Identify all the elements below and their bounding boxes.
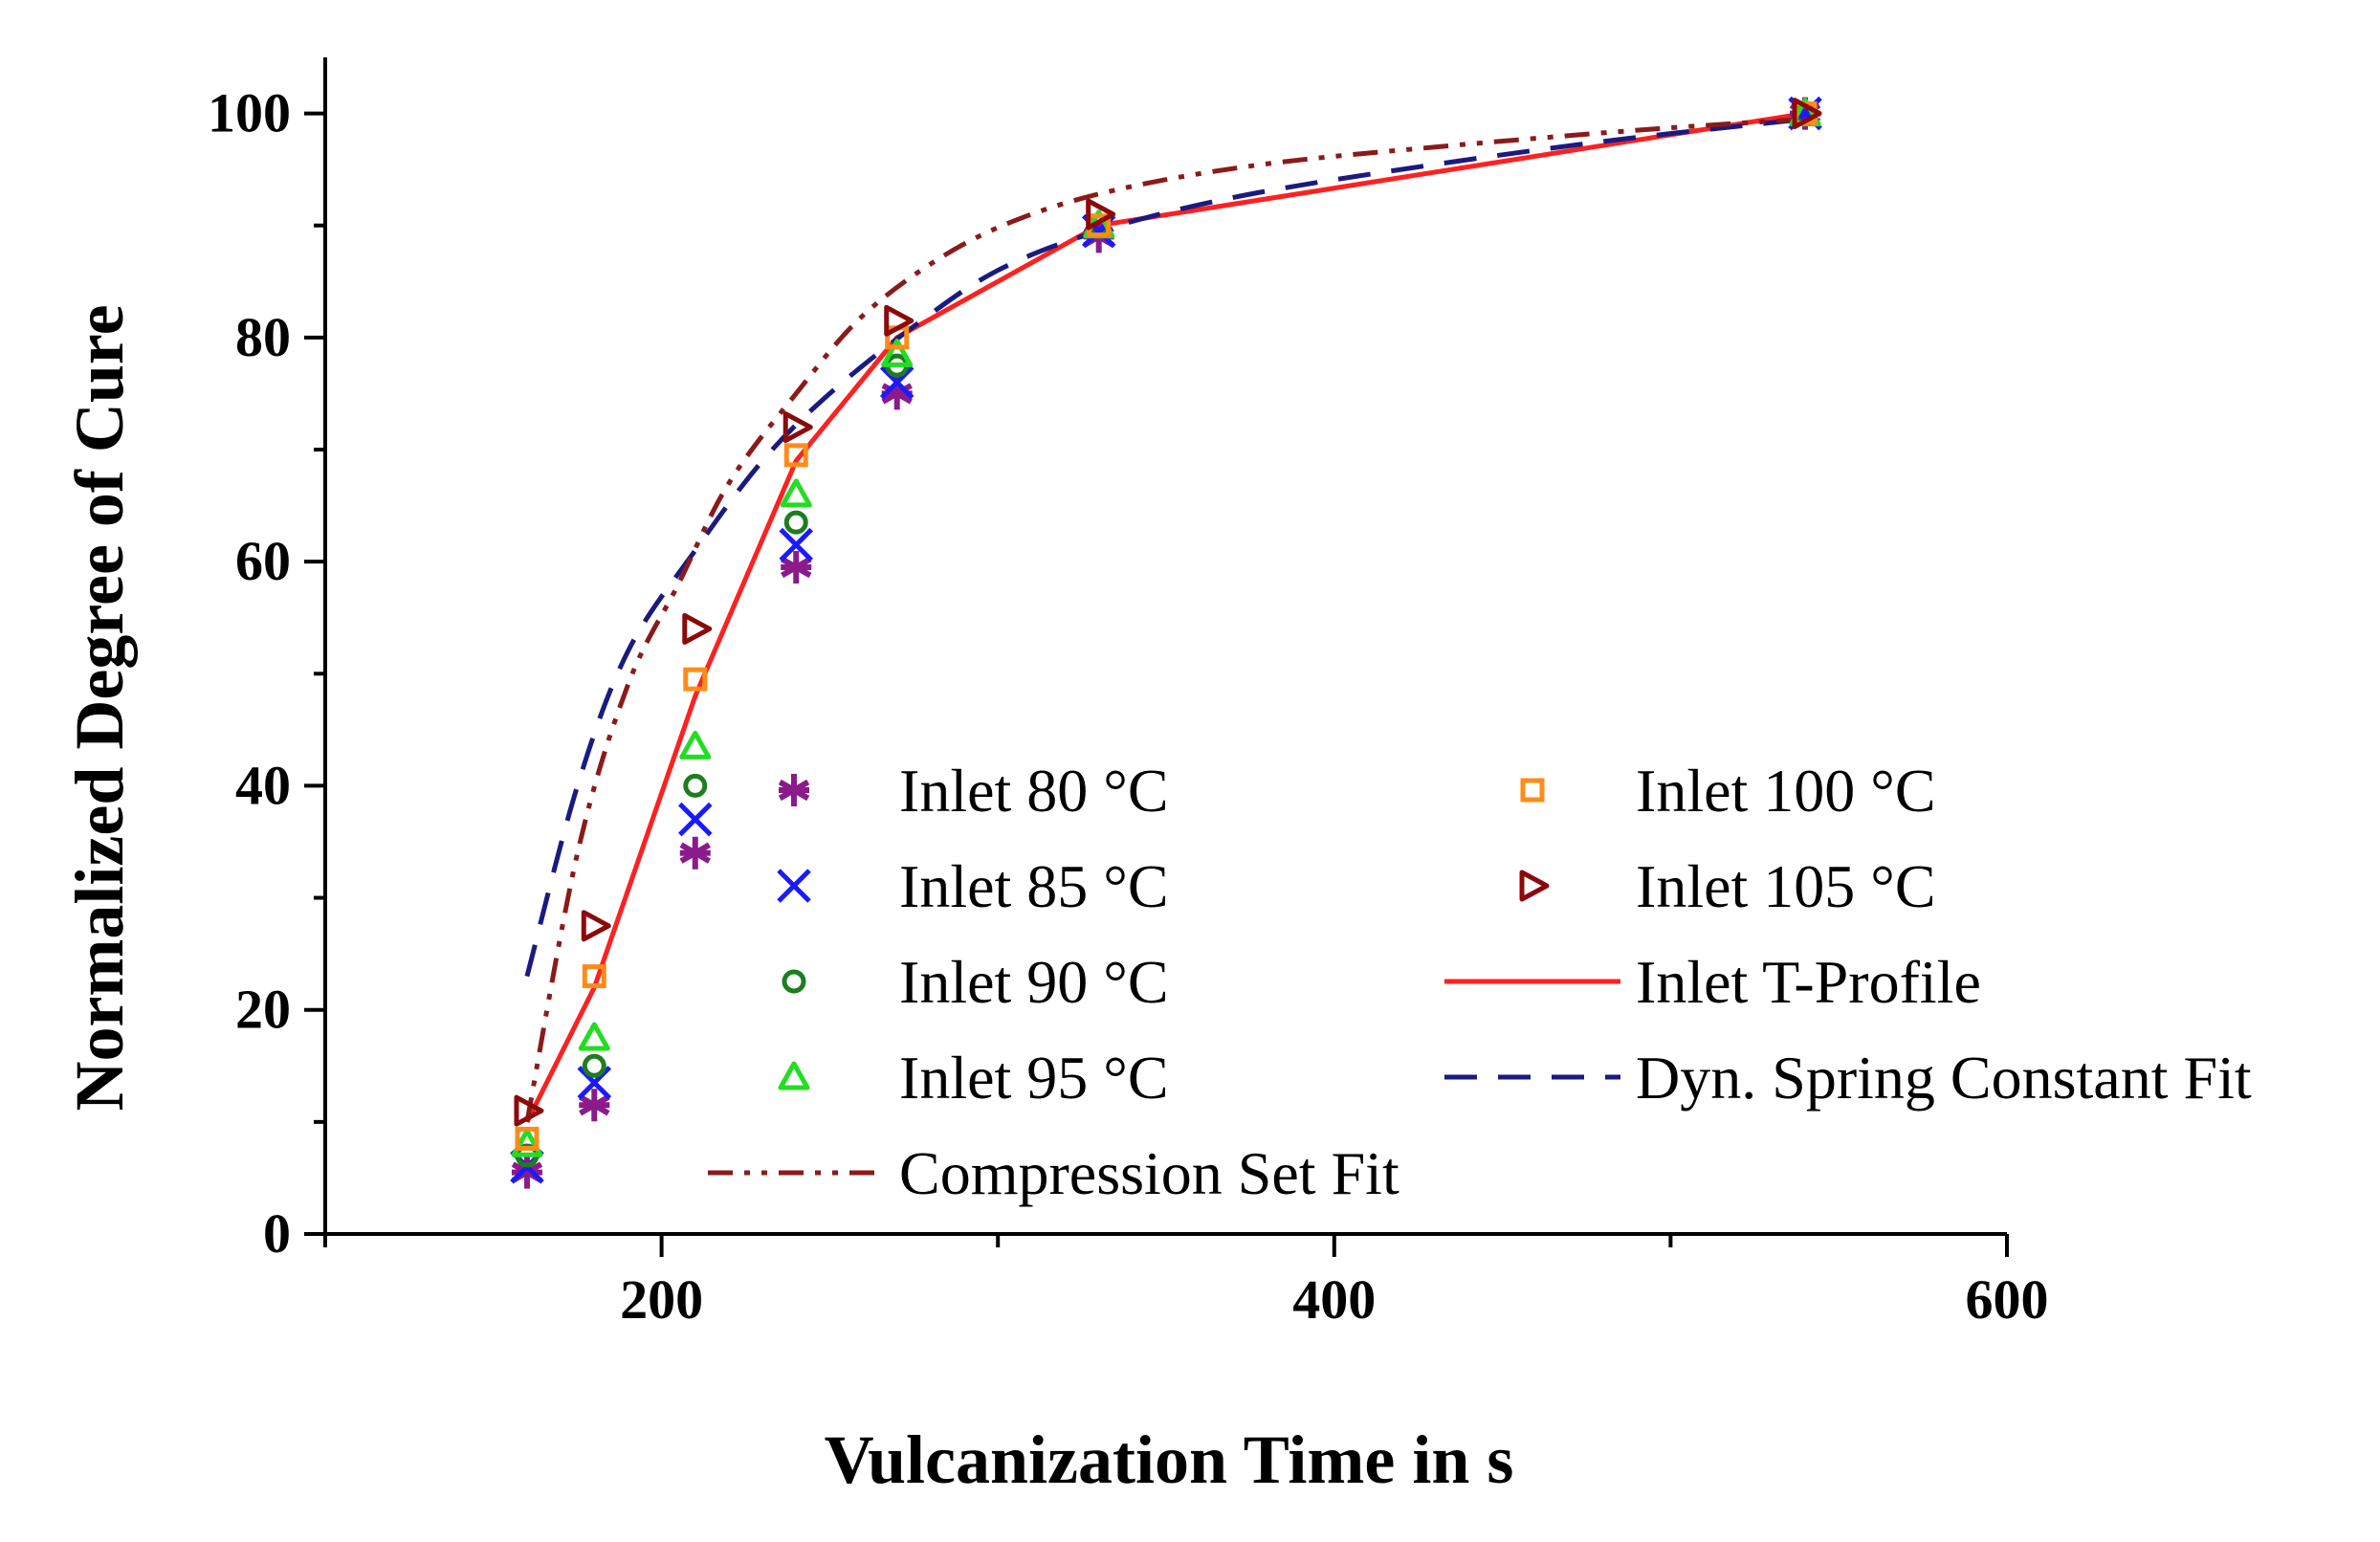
triangle-shape bbox=[780, 478, 812, 508]
x-stroke bbox=[577, 1066, 612, 1100]
y-axis-title: Normalized Degree of Cure bbox=[61, 304, 138, 1111]
legend-label: Compression Set Fit bbox=[899, 1139, 1399, 1207]
x-axis-title: Vulcanization Time in s bbox=[825, 1421, 1514, 1498]
triangle-right-shape bbox=[682, 612, 713, 645]
circle-shape bbox=[782, 969, 806, 994]
data-point bbox=[677, 802, 713, 837]
y-tick-label: 100 bbox=[208, 82, 291, 144]
data-point bbox=[884, 304, 915, 337]
x-tick-label: 400 bbox=[1292, 1268, 1376, 1331]
x-stroke bbox=[677, 802, 713, 837]
legend-label: Inlet 85 °C bbox=[899, 852, 1169, 920]
data-point bbox=[781, 551, 812, 584]
data-point bbox=[578, 1022, 610, 1051]
data-point bbox=[582, 1053, 606, 1078]
y-tick-label: 40 bbox=[235, 754, 291, 816]
legend-label: Dyn. Spring Constant Fit bbox=[1636, 1044, 2252, 1112]
data-point bbox=[581, 910, 611, 942]
x-stroke bbox=[879, 364, 915, 400]
data-point bbox=[582, 964, 606, 989]
square-shape bbox=[582, 964, 606, 989]
legend-label: Inlet T-Profile bbox=[1636, 948, 1981, 1016]
circle-shape bbox=[683, 773, 708, 798]
triangle-shape bbox=[778, 1061, 810, 1090]
data-point bbox=[511, 1156, 543, 1189]
data-point bbox=[683, 667, 708, 692]
data-point bbox=[879, 364, 915, 400]
x-stroke bbox=[777, 869, 811, 903]
square-shape bbox=[683, 667, 708, 692]
legend-label: Inlet 100 °C bbox=[1636, 757, 1936, 825]
data-point bbox=[682, 612, 713, 645]
triangle-right-shape bbox=[782, 411, 813, 444]
triangle-right-shape bbox=[1792, 98, 1822, 130]
line-compression-set-fit bbox=[524, 116, 1806, 1123]
data-point bbox=[515, 1126, 540, 1151]
legend-symbol bbox=[782, 969, 806, 994]
data-point bbox=[1792, 98, 1822, 130]
y-tick-label: 0 bbox=[263, 1202, 291, 1265]
legend-symbol bbox=[778, 774, 810, 806]
legend-label: Inlet 80 °C bbox=[899, 757, 1169, 825]
axes: 0 20 40 60 80 100 200 400 600 bbox=[208, 57, 2049, 1331]
data-point bbox=[679, 836, 711, 870]
data-point bbox=[514, 1094, 544, 1127]
triangle-shape bbox=[511, 1128, 543, 1157]
x-tick-label: 200 bbox=[620, 1268, 703, 1331]
legend-symbol bbox=[1519, 870, 1550, 902]
data-point bbox=[779, 527, 814, 562]
triangle-right-shape bbox=[514, 1094, 544, 1127]
square-shape bbox=[783, 443, 808, 468]
triangle-right-shape bbox=[581, 910, 611, 942]
x-tick-label: 600 bbox=[1966, 1268, 2049, 1331]
data-point bbox=[783, 443, 808, 468]
data-point bbox=[679, 730, 712, 760]
legend-symbol bbox=[778, 1061, 810, 1090]
circle-shape bbox=[582, 1053, 606, 1078]
data-point bbox=[579, 1089, 610, 1122]
legend-label: Inlet 105 °C bbox=[1636, 852, 1936, 920]
triangle-right-shape bbox=[884, 304, 915, 337]
data-point bbox=[683, 773, 708, 798]
data-markers bbox=[510, 96, 1822, 1189]
triangle-right-shape bbox=[1519, 870, 1550, 902]
y-tick-label: 20 bbox=[235, 979, 291, 1041]
data-point bbox=[780, 478, 812, 508]
circle-shape bbox=[783, 510, 808, 535]
line-dyn-spring-constant-fit bbox=[524, 116, 1806, 978]
x-stroke bbox=[779, 527, 814, 562]
data-point bbox=[577, 1066, 612, 1100]
legend-symbol bbox=[1520, 778, 1545, 803]
data-point bbox=[782, 411, 813, 444]
data-point bbox=[783, 510, 808, 535]
y-tick-label: 80 bbox=[235, 306, 291, 368]
data-point bbox=[1086, 198, 1116, 231]
legend-symbol bbox=[777, 869, 811, 903]
legend-label: Inlet 95 °C bbox=[899, 1044, 1169, 1112]
legend: Inlet 80 °C Inlet 85 °C Inlet 90 °C Inlet 9… bbox=[708, 757, 2252, 1207]
data-point bbox=[511, 1128, 543, 1157]
triangle-right-shape bbox=[1086, 198, 1116, 231]
y-tick-label: 60 bbox=[235, 530, 291, 592]
triangle-shape bbox=[679, 730, 712, 760]
legend-label: Inlet 90 °C bbox=[899, 948, 1169, 1016]
data-point bbox=[881, 338, 914, 367]
triangle-shape bbox=[881, 338, 914, 367]
square-shape bbox=[515, 1126, 540, 1151]
triangle-shape bbox=[578, 1022, 610, 1051]
square-shape bbox=[1520, 778, 1545, 803]
